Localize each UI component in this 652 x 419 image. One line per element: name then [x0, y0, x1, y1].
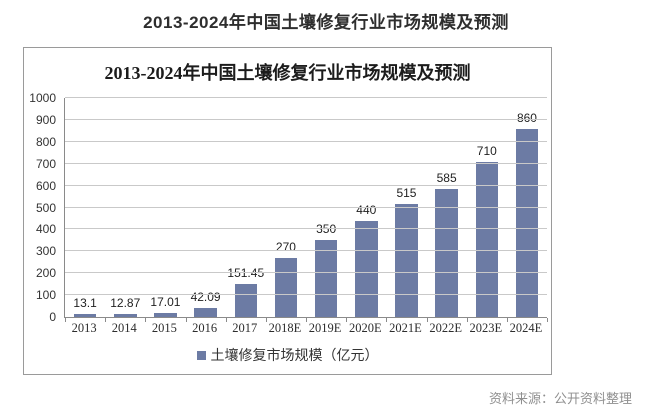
gridline	[65, 97, 547, 98]
x-tick-mark	[185, 318, 187, 322]
bar-slot: 13.1	[65, 98, 105, 317]
bar-slot: 860	[507, 98, 547, 317]
bar-value-label: 13.1	[73, 296, 97, 311]
bar-slot: 515	[386, 98, 426, 317]
gridline	[65, 206, 547, 208]
y-tick-label: 300	[35, 244, 56, 259]
x-tick-label: 2018E	[268, 321, 302, 335]
y-tick-label: 500	[35, 200, 56, 215]
bar	[154, 313, 177, 317]
y-tick-label: 800	[35, 134, 56, 149]
bar	[73, 314, 97, 317]
bar	[274, 257, 298, 317]
bar-slot: 585	[427, 98, 467, 317]
bar	[475, 161, 499, 317]
x-tick-mark	[65, 318, 66, 322]
x-tick-label: 2023E	[469, 321, 503, 335]
bar	[234, 283, 258, 317]
x-tick-mark	[225, 318, 227, 322]
bar-value-label: 860	[516, 110, 537, 125]
chart-title: 2013-2024年中国土壤修复行业市场规模及预测	[104, 63, 471, 83]
x-tick-label: 2017	[232, 321, 258, 335]
x-tick-label: 2013	[71, 321, 97, 335]
source-note: 资料来源：公开资料整理	[488, 391, 632, 406]
x-tick-mark	[466, 318, 468, 322]
x-tick-mark	[386, 318, 388, 322]
y-tick-label: 200	[35, 266, 56, 281]
y-tick-label: 700	[35, 156, 56, 171]
legend: 土壤修复市场规模（亿元）	[24, 345, 551, 365]
x-tick-label: 2016	[192, 321, 218, 335]
bar	[114, 314, 137, 317]
bar-slot: 12.87	[105, 98, 145, 317]
bar-slot: 350	[306, 98, 346, 317]
bar-value-label: 585	[436, 170, 457, 185]
page-title: 2013-2024年中国土壤修复行业市场规模及预测	[143, 13, 509, 32]
gridline	[65, 184, 547, 186]
legend-swatch-icon	[196, 350, 206, 360]
y-tick-label: 0	[49, 310, 56, 324]
bars: 13.1 12.87 17.01 42.09 151.45 270 350 440 515 585…	[65, 98, 547, 317]
bar	[314, 240, 338, 317]
bar	[435, 188, 458, 317]
x-tick-label: 2014	[111, 321, 137, 335]
gridline	[65, 118, 547, 120]
gridline	[65, 228, 547, 230]
chart-panel: 2013-2024年中国土壤修复行业市场规模及预测 0 100 200 300 400 5…	[23, 47, 552, 375]
x-tick-label: 2015	[151, 321, 177, 335]
bar-value-label: 710	[476, 143, 497, 158]
gridline	[65, 294, 547, 296]
x-tick-mark	[145, 318, 147, 322]
x-tick-mark	[426, 318, 428, 322]
x-tick-label: 2021E	[389, 321, 422, 335]
x-tick-mark	[265, 318, 267, 322]
x-tick-mark	[346, 318, 348, 322]
bar-value-label: 42.09	[190, 289, 221, 304]
y-tick-label: 600	[35, 178, 56, 193]
x-tick-label: 2019E	[308, 321, 342, 335]
bar-slot: 151.45	[226, 98, 266, 317]
legend-label: 土壤修复市场规模（亿元）	[210, 347, 379, 363]
bar-value-label: 270	[275, 239, 296, 254]
plot-area: 13.1 12.87 17.01 42.09 151.45 270 350 440 515 585…	[64, 97, 548, 322]
bar-value-label: 17.01	[150, 295, 181, 310]
x-tick-mark	[506, 318, 508, 322]
gridline	[65, 140, 547, 142]
x-tick-mark	[105, 318, 107, 322]
x-axis: 2013 2014 2015 2016 2017 2018E 2019E 2020E 2021E…	[64, 321, 546, 336]
gridline	[65, 250, 547, 252]
bar-value-label: 440	[356, 202, 377, 217]
bar-slot: 42.09	[186, 98, 226, 317]
y-tick-label: 1000	[29, 91, 56, 105]
x-tick-label: 2020E	[348, 321, 382, 335]
bar-value-label: 12.87	[110, 296, 141, 311]
bar	[515, 128, 539, 317]
x-tick-mark	[306, 318, 307, 322]
y-tick-label: 100	[35, 288, 56, 303]
y-axis: 0 100 200 300 400 500 600 700 800 900 1000	[24, 92, 58, 323]
bar-slot: 270	[266, 98, 306, 317]
x-tick-label: 2024E	[509, 321, 543, 335]
y-tick-label: 400	[35, 222, 56, 237]
bar	[355, 220, 378, 317]
bar-slot: 710	[467, 98, 507, 317]
bar-slot: 440	[346, 98, 386, 317]
bar	[194, 307, 217, 317]
gridline	[65, 162, 547, 164]
y-tick-label: 900	[35, 112, 56, 127]
x-tick-mark	[547, 318, 548, 322]
x-tick-label: 2022E	[429, 321, 462, 335]
bar-value-label: 515	[396, 186, 417, 201]
bar-slot: 17.01	[145, 98, 185, 317]
gridline	[65, 272, 547, 274]
bar	[395, 204, 418, 317]
